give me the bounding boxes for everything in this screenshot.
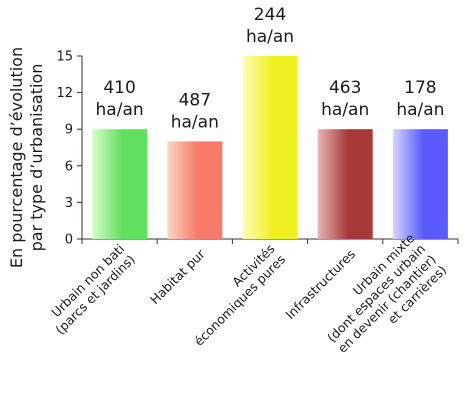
bars <box>92 56 448 239</box>
data-label: ha/an <box>246 27 294 47</box>
y-axis-title: En pourcentage d’évolution par type d’urb… <box>7 47 46 268</box>
category-label: Urbain non bati(parcs et jardins) <box>48 241 138 337</box>
data-label: 487 <box>179 90 211 110</box>
data-label: ha/an <box>96 100 144 120</box>
bar <box>242 56 298 239</box>
category-label-line: économiques pures <box>191 252 288 349</box>
category-label: Habitat pur <box>147 246 208 307</box>
category-labels: Urbain non bati(parcs et jardins) Habitat… <box>48 230 449 355</box>
y-tick-label: 9 <box>65 123 73 138</box>
data-label: 244 <box>254 5 286 25</box>
bar <box>167 141 223 239</box>
y-tick-label: 6 <box>65 159 73 174</box>
bar <box>317 129 373 239</box>
y-tick-label: 3 <box>65 196 73 211</box>
y-tick-label: 0 <box>65 233 73 248</box>
category-label-line: Habitat pur <box>147 246 208 307</box>
y-tick-label: 12 <box>56 86 73 101</box>
data-label: 178 <box>404 78 436 98</box>
data-label: ha/an <box>171 112 219 132</box>
data-label: 463 <box>329 78 361 98</box>
y-tick-label: 15 <box>56 50 73 65</box>
y-axis-title-line: En pourcentage d’évolution <box>7 47 26 268</box>
bar <box>92 129 148 239</box>
data-label: 410 <box>103 78 135 98</box>
bar <box>392 129 448 239</box>
data-label: ha/an <box>321 100 369 120</box>
data-label: ha/an <box>396 100 444 120</box>
y-axis-title-line: par type d’urbanisation <box>27 64 46 252</box>
